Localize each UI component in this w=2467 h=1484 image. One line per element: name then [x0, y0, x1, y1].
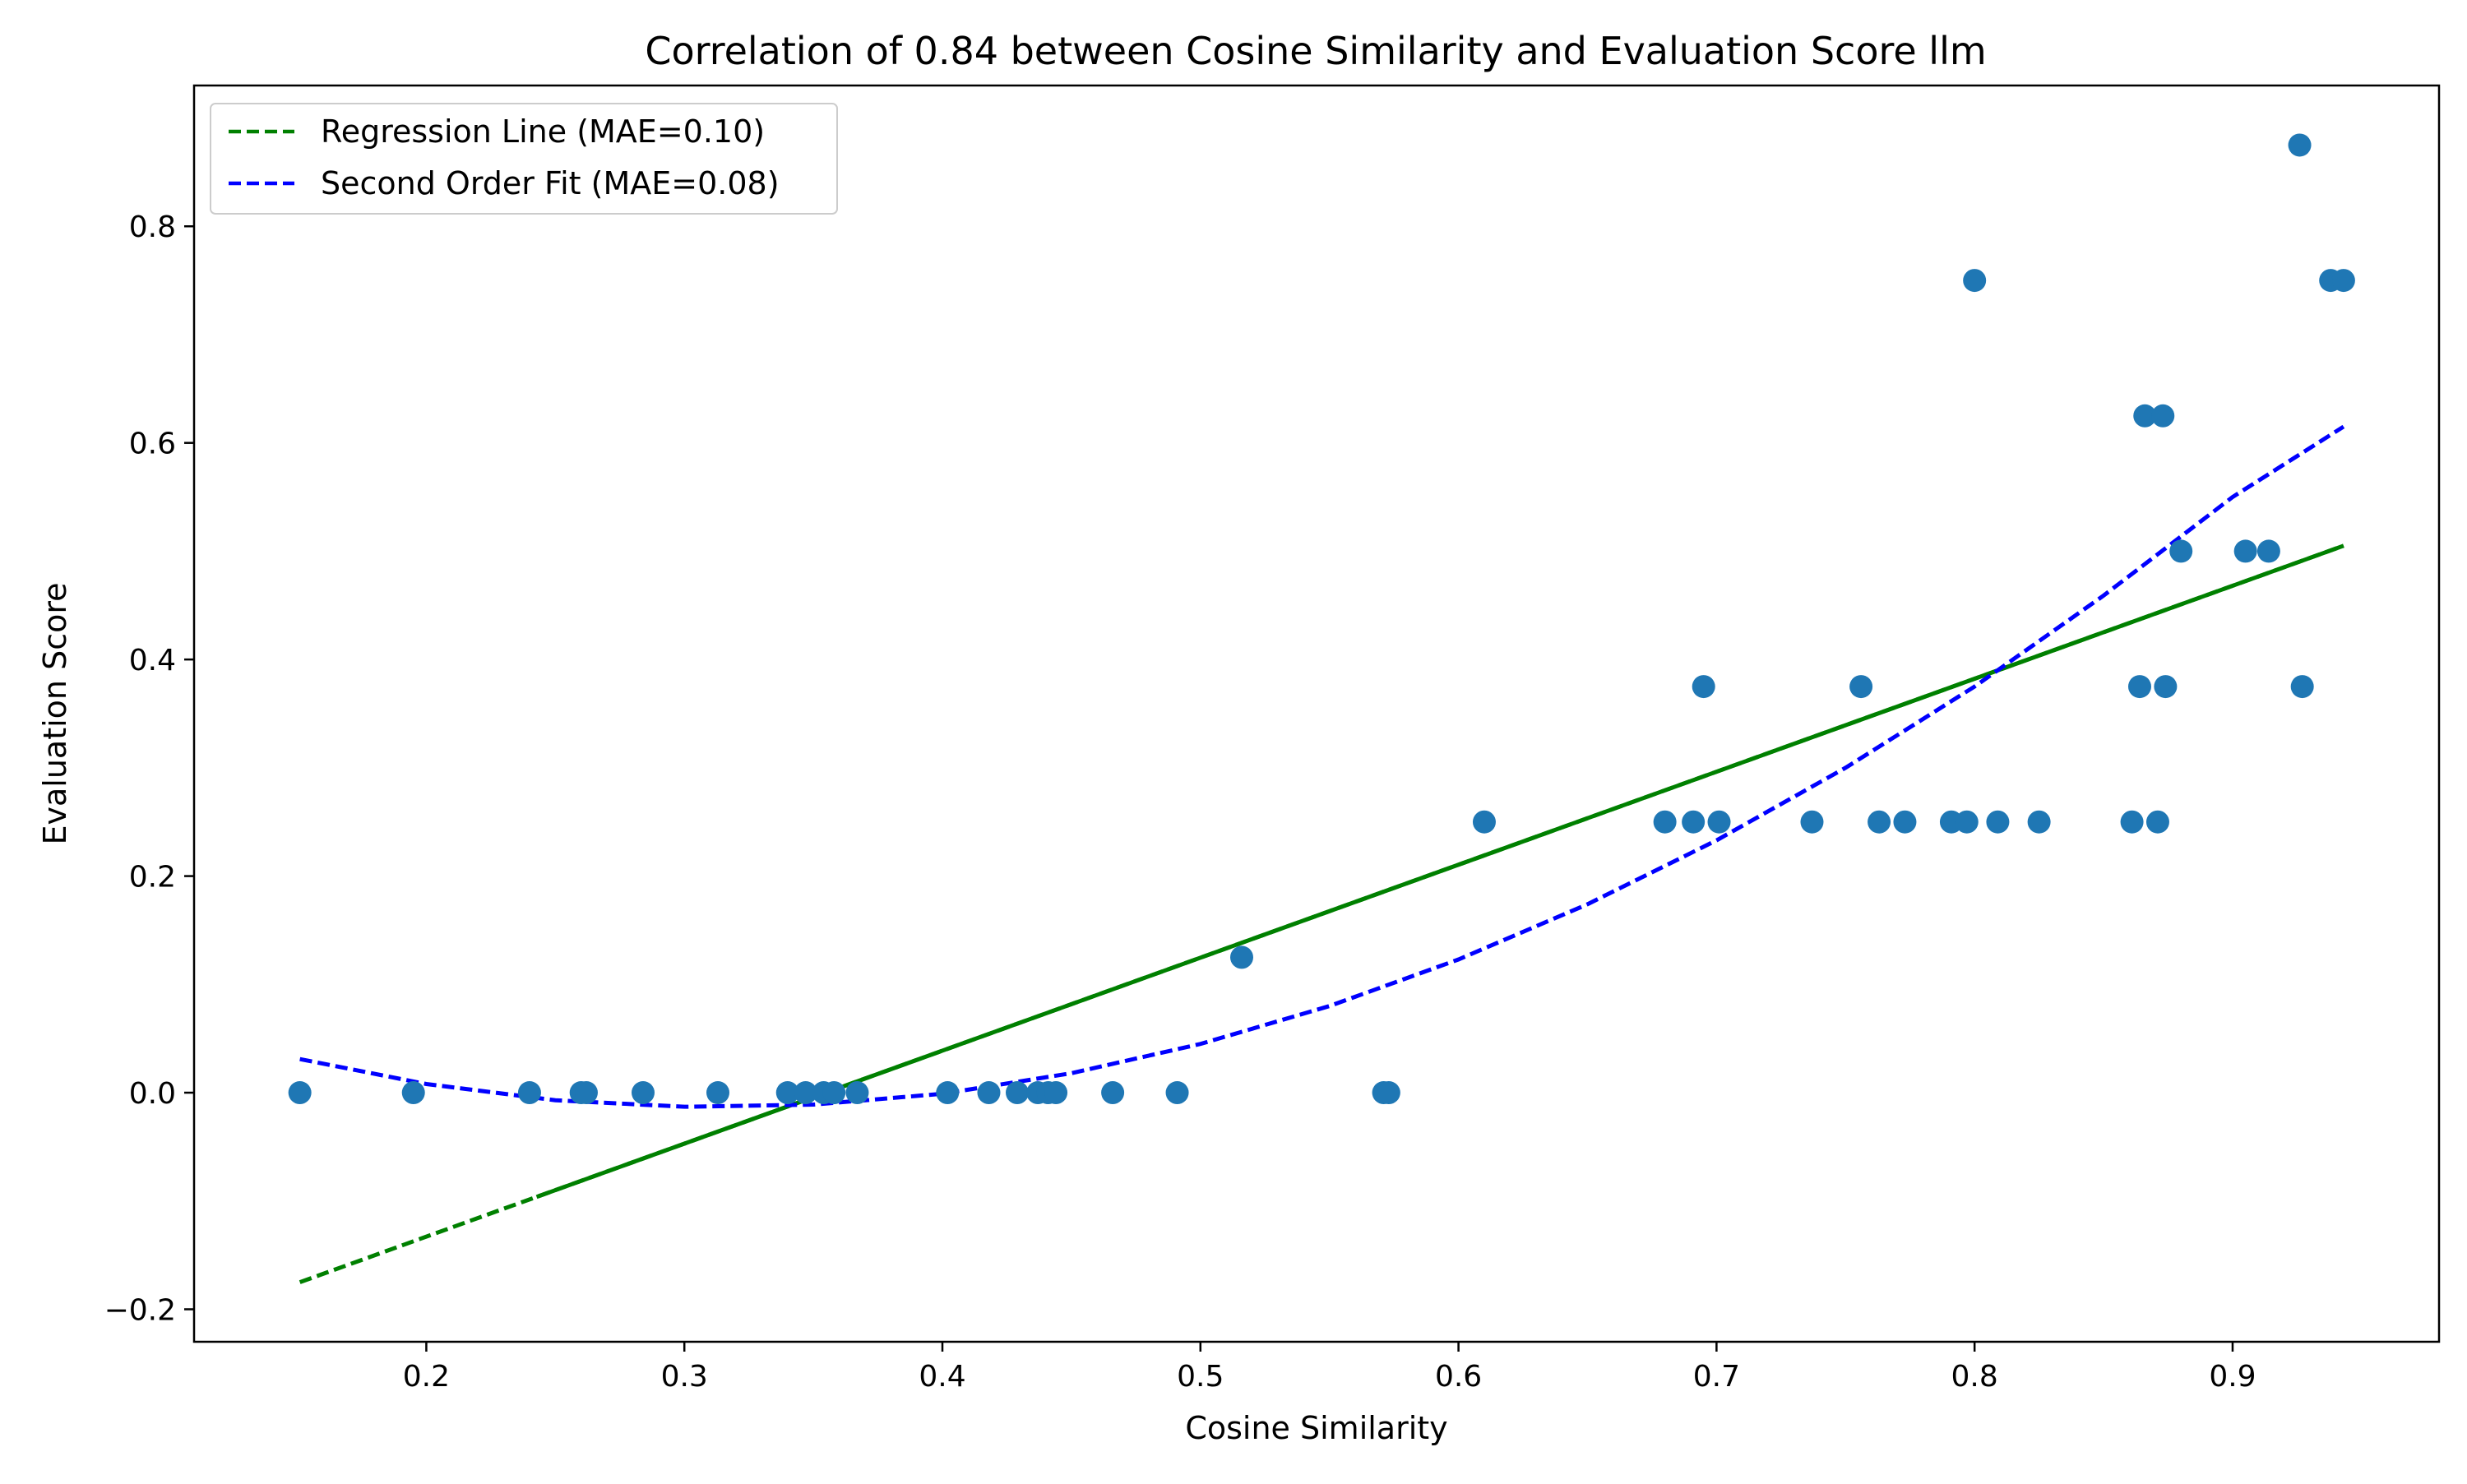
data-point [1986, 810, 2010, 834]
chart-title: Correlation of 0.84 between Cosine Simil… [645, 29, 1986, 73]
x-tick-label: 0.8 [1951, 1360, 1998, 1394]
y-tick-label: 0.0 [129, 1077, 176, 1111]
data-point [1868, 810, 1891, 834]
y-axis-label: Evaluation Score [37, 582, 73, 844]
data-point [977, 1081, 1001, 1105]
y-tick-label: 0.4 [129, 644, 176, 677]
data-point [517, 1081, 541, 1105]
data-point [1707, 810, 1731, 834]
data-point [794, 1081, 817, 1105]
legend-box [210, 103, 838, 215]
data-point [2290, 675, 2314, 699]
x-axis: 0.2 0.3 0.4 0.5 0.6 0.7 0.8 0.9 [403, 1342, 2256, 1394]
data-point [2154, 675, 2178, 699]
data-point [1472, 810, 1496, 834]
data-point [2145, 810, 2169, 834]
data-point [845, 1081, 869, 1105]
data-point [2128, 675, 2151, 699]
data-point [1955, 810, 1979, 834]
data-point [1653, 810, 1677, 834]
data-point [2256, 539, 2280, 563]
data-point [1165, 1081, 1189, 1105]
data-point [401, 1081, 425, 1105]
legend-regression-label: Regression Line (MAE=0.10) [321, 113, 765, 150]
data-point [2169, 539, 2193, 563]
x-tick-label: 0.6 [1435, 1360, 1482, 1394]
data-point [1230, 945, 1253, 969]
data-point [1101, 1081, 1125, 1105]
data-point [1044, 1081, 1068, 1105]
x-tick-label: 0.2 [403, 1360, 450, 1394]
data-point [1963, 269, 1987, 293]
y-tick-label: 0.6 [129, 428, 176, 461]
x-tick-label: 0.3 [661, 1360, 708, 1394]
plot-area [288, 133, 2355, 1284]
data-point [1893, 810, 1917, 834]
data-point [288, 1081, 312, 1105]
data-point [574, 1081, 598, 1105]
plot-frame [192, 84, 2441, 1343]
second-order-fit-line [299, 424, 2345, 1109]
y-tick-label: 0.2 [129, 861, 176, 895]
data-point [1682, 810, 1706, 834]
x-tick-label: 0.4 [919, 1360, 965, 1394]
data-point [1800, 810, 1824, 834]
y-tick-label: 0.8 [129, 210, 176, 244]
data-point [1006, 1081, 1029, 1105]
x-tick-label: 0.9 [2209, 1360, 2256, 1394]
data-point [1377, 1081, 1400, 1105]
legend-second-order-label: Second Order Fit (MAE=0.08) [321, 165, 780, 201]
data-point [2133, 404, 2157, 428]
data-point [822, 1081, 846, 1105]
x-tick-label: 0.7 [1693, 1360, 1740, 1394]
y-tick-label: −0.2 [104, 1293, 176, 1327]
data-point [775, 1081, 799, 1105]
x-tick-label: 0.5 [1177, 1360, 1224, 1394]
data-point [706, 1081, 729, 1105]
y-axis: −0.2 0.0 0.2 0.4 0.6 0.8 [104, 210, 194, 1327]
data-point [1849, 675, 1873, 699]
data-point [2288, 133, 2312, 157]
data-point [936, 1081, 960, 1105]
x-axis-label: Cosine Similarity [1185, 1410, 1447, 1446]
data-point [2331, 269, 2355, 293]
data-point [2120, 810, 2144, 834]
data-point [2027, 810, 2051, 834]
data-point [1692, 675, 1715, 699]
data-point [2233, 539, 2257, 563]
legend: Regression Line (MAE=0.10) Second Order … [210, 103, 838, 215]
data-point [632, 1081, 655, 1105]
data-point [2151, 404, 2175, 428]
